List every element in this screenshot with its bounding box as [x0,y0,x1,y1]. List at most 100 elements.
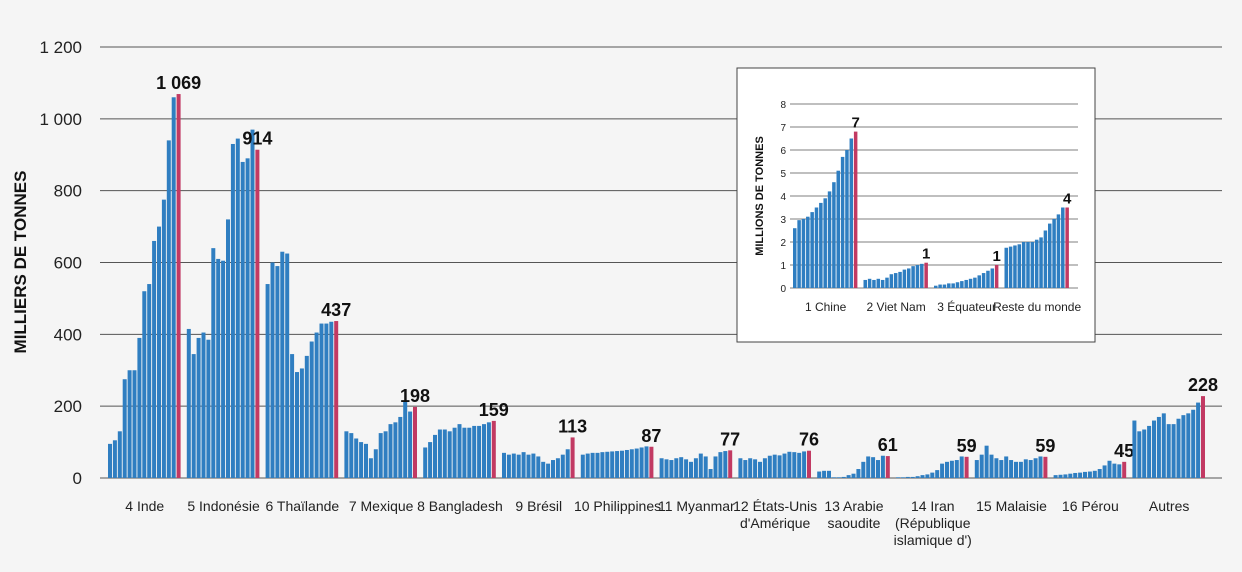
bar [221,260,226,478]
bar [896,477,900,478]
bar [1161,413,1166,478]
y-tick-label: 3 [780,215,786,226]
bar [595,452,600,478]
bar-latest [570,437,575,478]
bar [1026,242,1030,288]
category-label: 4 Inde [125,498,164,514]
bar [137,337,142,478]
bar [876,278,881,288]
bar-latest [413,406,417,478]
category-label: saoudite [827,515,880,531]
y-tick-label: 8 [780,100,786,111]
bar [846,475,851,478]
bar [442,429,447,478]
bar-latest [176,94,181,478]
bar [235,138,240,478]
bar [920,475,925,478]
bar [108,443,112,478]
bar [486,422,491,478]
bar [285,253,290,478]
bar [541,461,546,478]
bar [669,460,674,478]
bar [590,452,595,478]
bar [819,202,823,288]
bar [344,431,349,478]
bar [880,455,885,478]
data-label: 198 [400,386,430,406]
bar [634,448,639,478]
category-label: 3 Équateur [937,299,996,314]
data-label: 59 [1035,436,1055,456]
category-label: (République [895,515,971,531]
bar-latest [334,321,339,478]
bar [1087,471,1092,478]
bar [398,416,403,478]
category-label: 16 Pérou [1062,498,1119,514]
bar [206,339,211,478]
bar [201,332,206,478]
bar [152,240,157,478]
category-label: 9 Brésil [515,498,562,514]
bar [329,321,334,478]
y-tick-label: 0 [73,469,82,488]
bar [536,456,541,478]
bar [960,281,964,288]
bar [885,277,889,288]
bar-latest [1122,461,1127,478]
bar [393,422,398,478]
data-label: 159 [479,400,509,420]
bar [1004,456,1009,478]
bar [354,438,359,478]
bar [743,460,748,478]
bar [915,265,920,288]
bar [388,424,393,478]
y-tick-label: 7 [780,123,786,134]
bar [984,445,989,478]
bar [368,458,373,478]
category-label: 5 Indonésie [187,498,260,514]
bar [893,273,898,288]
data-label: 113 [558,416,587,436]
bar [907,268,911,288]
bar-latest [1065,207,1069,288]
bar [827,191,832,288]
bar [1021,242,1026,288]
category-label: 13 Arabie [824,498,883,514]
data-label: 45 [1114,441,1134,461]
bar [1102,465,1107,478]
bar [560,454,565,478]
bar [867,278,872,288]
bar [546,463,551,478]
bar [940,463,945,478]
bar-latest [728,450,733,478]
bar [947,283,951,288]
bar [1034,239,1039,288]
bar [1156,416,1161,478]
category-label: 8 Bangladesh [417,498,503,514]
bar [664,459,669,478]
bar [408,411,413,478]
bar [122,379,127,478]
bar [142,291,147,478]
bar [359,442,364,478]
bar [876,460,880,478]
data-label: 1 [992,248,1000,265]
bar [938,284,942,288]
bar [920,263,924,288]
bar [1058,474,1063,478]
bar [245,158,250,478]
bar [999,460,1004,478]
bar [841,476,846,478]
bar [849,138,854,288]
bar [942,284,947,288]
bar [1043,230,1048,288]
bar [433,434,437,478]
data-label: 76 [799,430,819,450]
y-tick-label: 5 [780,169,786,180]
bar [968,278,973,288]
bar [900,477,905,478]
bar [555,458,560,478]
bar [1147,425,1152,478]
bar-latest [885,456,890,478]
